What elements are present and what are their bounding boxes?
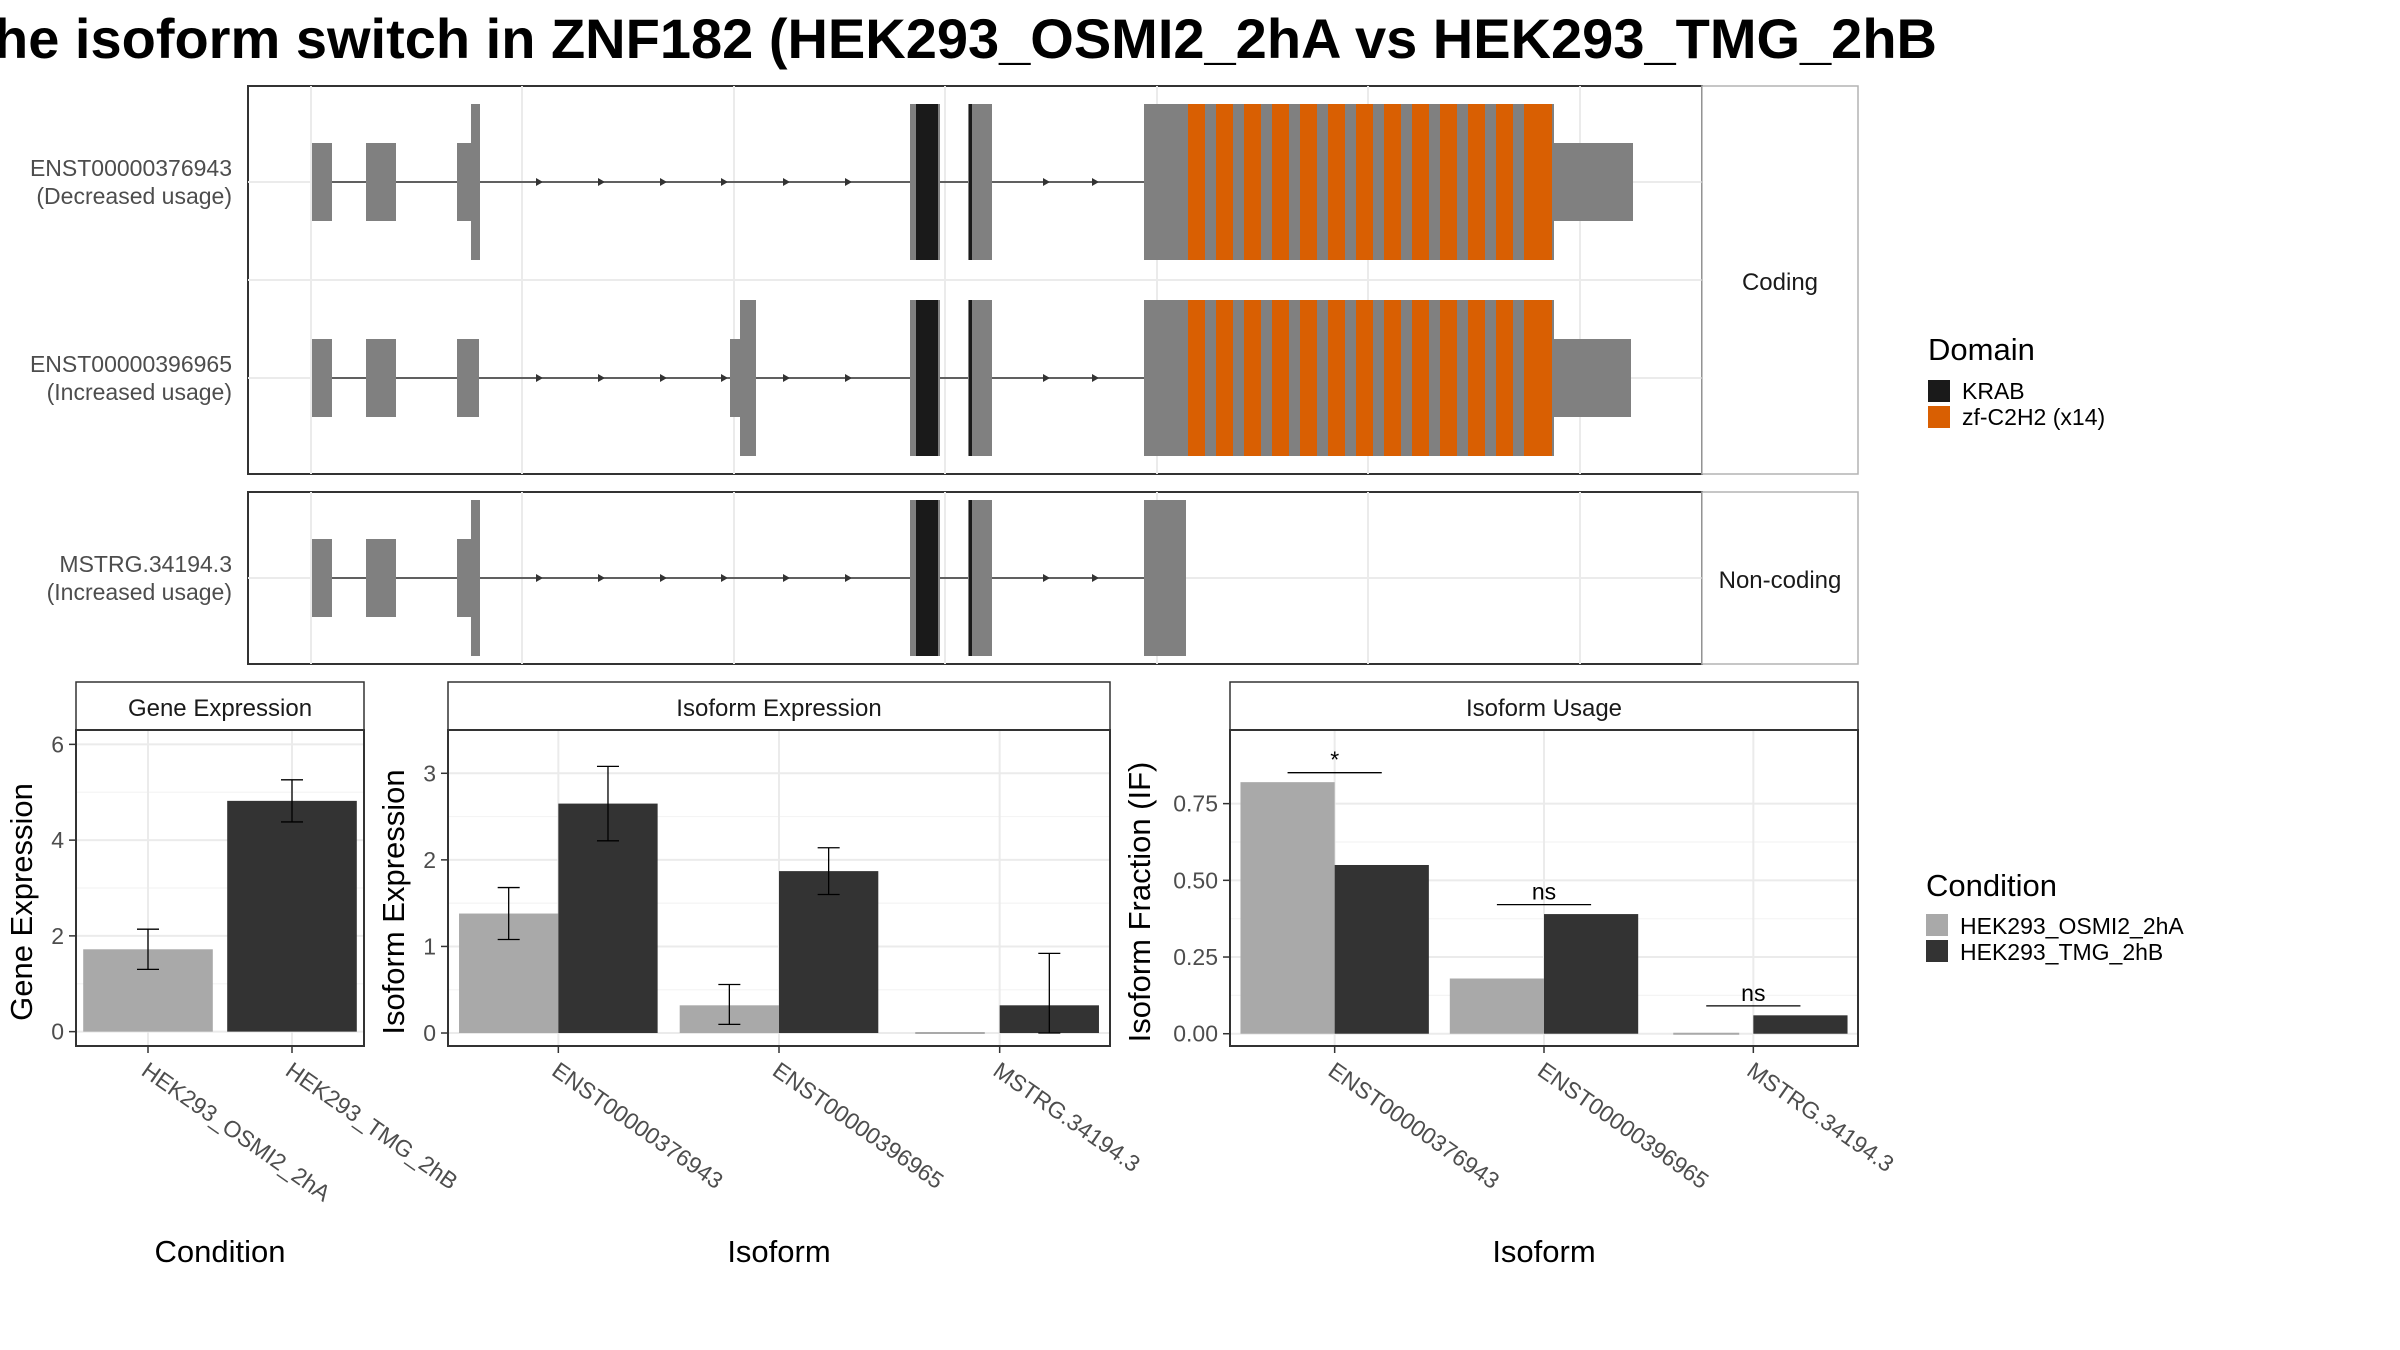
isoform-usage-y-tick-label: 0.75 xyxy=(1173,791,1218,817)
gene-expression-y-tick-label: 0 xyxy=(51,1019,64,1045)
figure-title: he isoform switch in ZNF182 (HEK293_OSMI… xyxy=(0,7,1937,70)
domain-legend-key-krab xyxy=(1928,380,1950,402)
gene-expression-errorbar xyxy=(137,928,159,971)
condition-legend-label-b: HEK293_TMG_2hB xyxy=(1960,939,2163,965)
isoform-expression-strip-title: Isoform Expression xyxy=(676,695,881,722)
isoform-expression-chart: Isoform Expression Isoform Isoform Expre… xyxy=(376,681,1145,1269)
isoform-expression-errorbar xyxy=(718,983,741,1026)
isoform-usage-significance-label: ns xyxy=(1532,879,1556,905)
isoform-track-ENST00000396965: ENST00000396965 (Increased usage) xyxy=(30,300,1631,456)
isoform-label-ENST00000396965: ENST00000396965 xyxy=(30,351,232,377)
domain-legend-key-zf xyxy=(1928,406,1950,428)
domain-legend: Domain KRAB zf-C2H2 (x14) xyxy=(1928,332,2105,430)
isoform-usage-significance-label: ns xyxy=(1741,980,1765,1006)
domain-legend-label-zf: zf-C2H2 (x14) xyxy=(1962,404,2105,430)
isoform-usage-bar-ENST00000396965-0 xyxy=(1449,978,1544,1034)
isoform-usage-y-tick-label: 0.50 xyxy=(1173,867,1218,893)
isoform-usage-y-title: Isoform Fraction (IF) xyxy=(1122,762,1157,1043)
gene-expression-errorbar xyxy=(281,779,303,823)
isoform-usage-ENST00000396965: (Increased usage) xyxy=(47,379,232,405)
condition-legend-key-a xyxy=(1926,914,1948,936)
isoform-expression-y-tick-label: 3 xyxy=(423,760,436,786)
isoform-usage-strip-title: Isoform Usage xyxy=(1466,695,1622,722)
isoform-label-MSTRG.34194.3: MSTRG.34194.3 xyxy=(59,551,232,577)
gene-expression-panel-border xyxy=(75,729,365,1047)
isoform-expression-x-title: Isoform xyxy=(727,1234,830,1269)
isoform-expression-y-title: Isoform Expression xyxy=(376,769,411,1034)
isoform-expression-y-tick-label: 0 xyxy=(423,1020,436,1046)
gene-expression-y-title: Gene Expression xyxy=(4,783,39,1021)
isoform-usage-bar-ENST00000376943-0 xyxy=(1240,782,1335,1034)
isoform-track-ENST00000376943: ENST00000376943 (Decreased usage) xyxy=(30,104,1633,260)
isoform-usage-x-tick-label: ENST00000376943 xyxy=(1324,1057,1504,1194)
isoform-expression-bar-ENST00000396965-1 xyxy=(779,871,879,1034)
gene-expression-y-tick-label: 2 xyxy=(51,923,64,949)
domain-legend-label-krab: KRAB xyxy=(1962,378,2025,404)
isoform-expression-y-tick-label: 1 xyxy=(423,933,436,959)
isoform-expression-errorbar xyxy=(596,765,619,842)
isoform-usage-ENST00000376943: (Decreased usage) xyxy=(36,183,232,209)
isoform-expression-bar-ENST00000376943-1 xyxy=(558,803,658,1034)
gene-expression-x-title: Condition xyxy=(155,1234,286,1269)
domain-legend-title: Domain xyxy=(1928,332,2035,367)
isoform-usage-MSTRG.34194.3: (Increased usage) xyxy=(47,579,232,605)
noncoding-strip-label: Non-coding xyxy=(1719,567,1842,594)
isoform-expression-errorbar xyxy=(817,847,840,896)
condition-legend-title: Condition xyxy=(1926,868,2057,903)
isoform-usage-x-title: Isoform xyxy=(1492,1234,1595,1269)
isoform-track-MSTRG.34194.3: MSTRG.34194.3 (Increased usage) xyxy=(47,500,1186,656)
coding-strip-label: Coding xyxy=(1742,269,1818,296)
isoform-usage-bar-MSTRG.34194.3-1 xyxy=(1753,1015,1848,1034)
isoform-expression-y-tick-label: 2 xyxy=(423,847,436,873)
gene-expression-y-tick-label: 4 xyxy=(51,827,64,853)
gene-expression-strip xyxy=(75,681,365,731)
isoform-usage-x-tick-label: ENST00000396965 xyxy=(1533,1057,1713,1194)
gene-expression-bar-HEK293_TMG_2hB xyxy=(227,800,357,1032)
gene-expression-y-tick-label: 6 xyxy=(51,731,64,757)
condition-legend-key-b xyxy=(1926,940,1948,962)
isoform-label-ENST00000376943: ENST00000376943 xyxy=(30,155,232,181)
isoform-usage-bar-ENST00000396965-1 xyxy=(1544,914,1639,1034)
condition-legend-label-a: HEK293_OSMI2_2hA xyxy=(1960,913,2184,939)
isoform-usage-bar-ENST00000376943-1 xyxy=(1334,864,1429,1034)
isoform-expression-x-tick-label: ENST00000396965 xyxy=(768,1057,948,1194)
isoform-usage-y-tick-label: 0.00 xyxy=(1173,1021,1218,1047)
gene-expression-strip-title: Gene Expression xyxy=(128,695,312,722)
isoform-usage-chart: Isoform Usage Isoform Isoform Fraction (… xyxy=(1122,681,1899,1269)
isoform-expression-errorbar xyxy=(1038,952,1061,1034)
isoform-expression-x-tick-label: MSTRG.34194.3 xyxy=(989,1057,1145,1177)
isoform-expression-errorbar xyxy=(497,886,520,941)
condition-legend: Condition HEK293_OSMI2_2hA HEK293_TMG_2h… xyxy=(1926,868,2184,965)
isoform-expression-x-tick-label: ENST00000376943 xyxy=(547,1057,727,1194)
isoform-usage-significance-label: * xyxy=(1330,747,1339,773)
isoform-usage-x-tick-label: MSTRG.34194.3 xyxy=(1742,1057,1898,1177)
isoform-usage-y-tick-label: 0.25 xyxy=(1173,944,1218,970)
